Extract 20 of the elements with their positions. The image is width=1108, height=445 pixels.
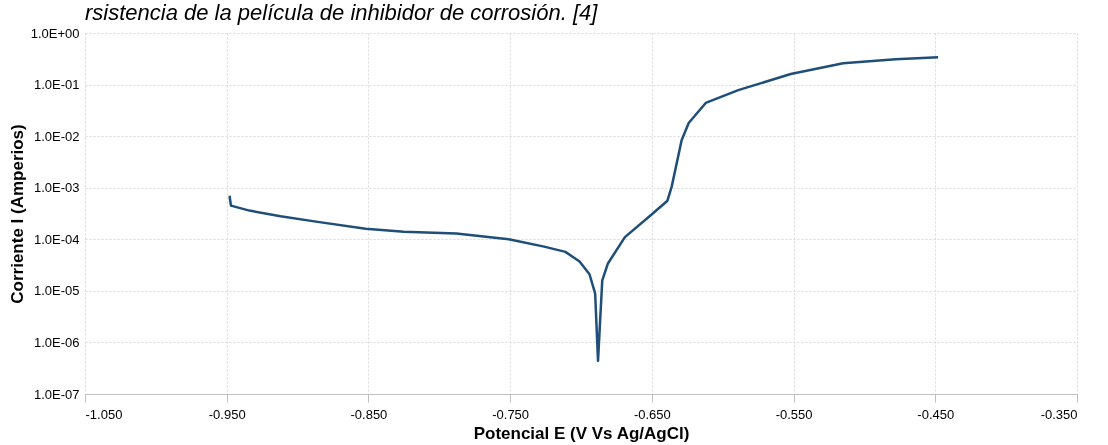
text: rsistencia de la película de inhibidor de corrosión. [4] bbox=[85, 0, 599, 25]
x-tick-label: -0.550 bbox=[775, 406, 813, 422]
y-tick-label: 1.0E-01 bbox=[33, 77, 80, 93]
x-tick-label: -0.450 bbox=[917, 406, 955, 422]
y-tick-label: 1.0E+00 bbox=[30, 25, 80, 41]
y-tick-label: 1.0E-06 bbox=[33, 334, 80, 350]
y-axis-title: Corriente I (Amperios) bbox=[7, 124, 27, 304]
y-tick-label: 1.0E-03 bbox=[33, 180, 80, 196]
x-axis-title: Potencial E (V Vs Ag/AgCl) bbox=[473, 423, 690, 443]
y-tick-label: 1.0E-05 bbox=[33, 283, 80, 299]
line-series bbox=[228, 55, 940, 363]
y-tick-label: 1.0E-07 bbox=[33, 386, 80, 402]
x-tick-label: -0.650 bbox=[633, 406, 671, 422]
x-tick-label: -0.850 bbox=[350, 406, 388, 422]
x-tick-label: -1.050 bbox=[85, 406, 123, 422]
x-tick-label: -0.350 bbox=[1040, 406, 1078, 422]
y-tick-label: 1.0E-04 bbox=[33, 231, 80, 247]
x-tick-label: -0.950 bbox=[208, 406, 246, 422]
y-tick-label: 1.0E-02 bbox=[33, 128, 80, 144]
x-tick-label: -0.750 bbox=[492, 406, 530, 422]
